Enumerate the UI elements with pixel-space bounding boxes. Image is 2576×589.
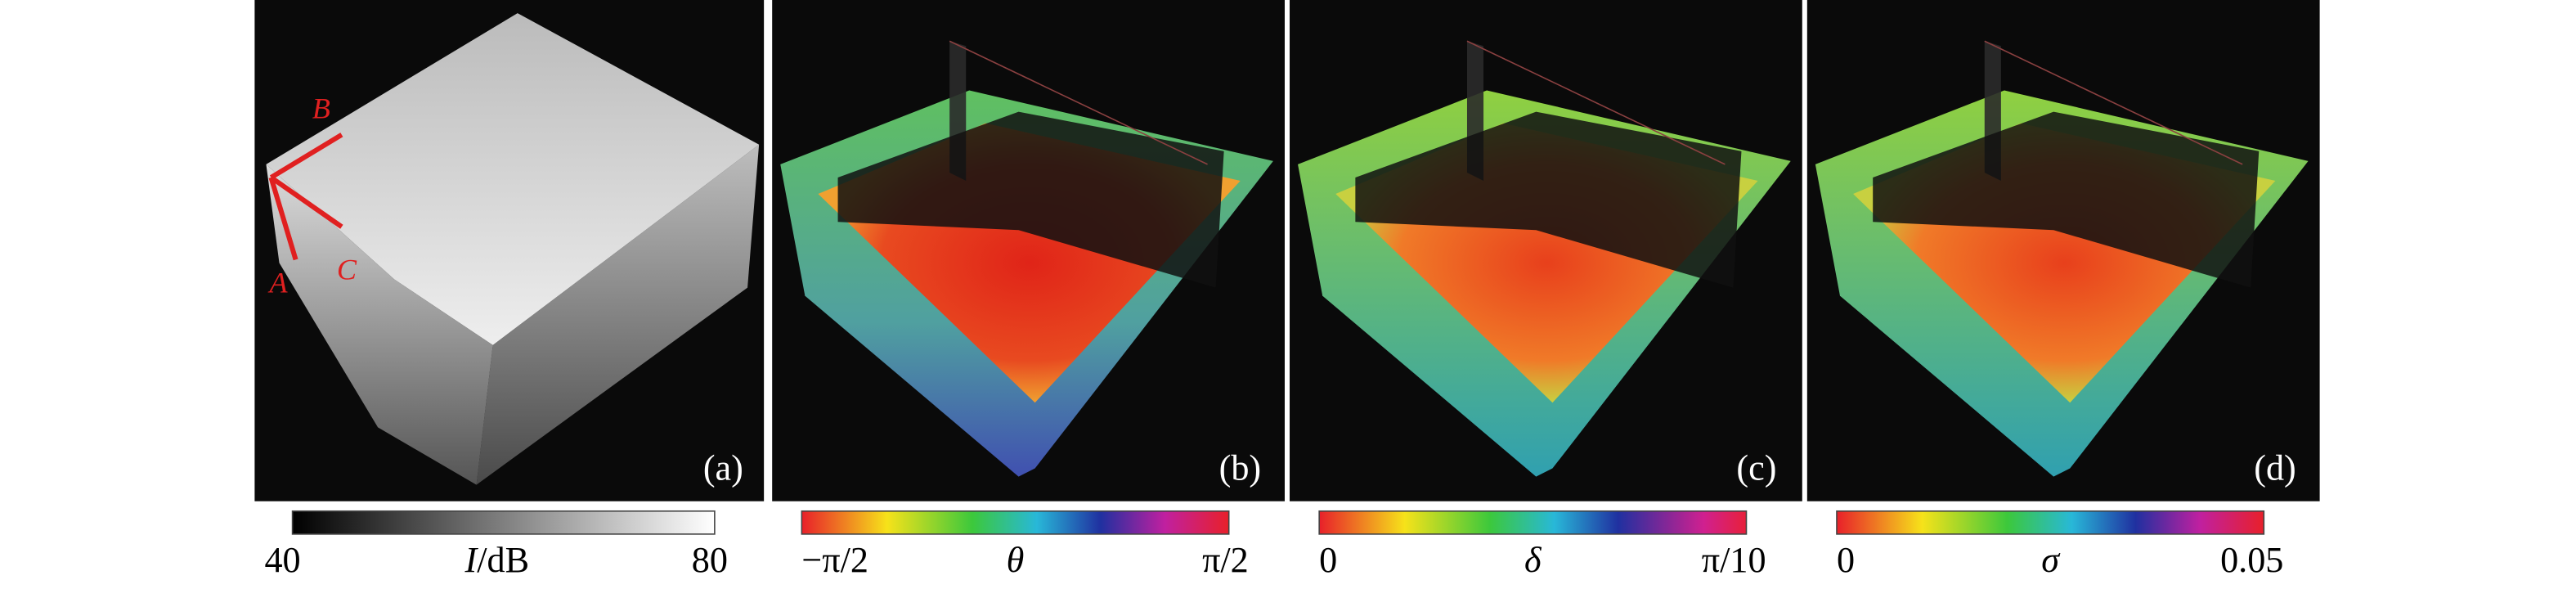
colored-panels: (b) −π/2 θ π/2 (c) 0 δ π/10 (d) 0 σ 0.05: [772, 0, 2320, 580]
colorbar: [1318, 510, 1748, 535]
colorbar-min: −π/2: [801, 540, 868, 580]
slice-edge: [949, 40, 1208, 165]
colorbar-min: 40: [264, 540, 300, 580]
colorbar-label: θ: [1007, 540, 1025, 580]
colorbar-max: 80: [692, 540, 728, 580]
slice-edge: [1466, 40, 1726, 165]
colorbar: [1836, 510, 2265, 535]
colorbar-max: 0.05: [2220, 540, 2283, 580]
panel-label: (b): [1219, 448, 1262, 488]
colorbar-label: σ: [2041, 540, 2061, 580]
colorbar-min: 0: [1319, 540, 1337, 580]
cube-side: [266, 164, 493, 485]
axis-label: C: [337, 254, 357, 286]
colorbar-max: π/2: [1202, 540, 1249, 580]
axis-arrows: [268, 133, 343, 261]
colorbar: [801, 510, 1230, 535]
symbol: I: [464, 540, 479, 580]
axis-label: B: [312, 92, 330, 125]
slice: [1873, 111, 2260, 288]
colorbar-max: π/10: [1702, 540, 1766, 580]
panel-label: (c): [1736, 448, 1776, 488]
panel-a: A B C (a) 40 I/dB 80: [254, 0, 765, 580]
panel-label: (d): [2254, 448, 2296, 488]
slice-edge: [1984, 40, 2243, 165]
panel: (d) 0 σ 0.05: [1806, 0, 2320, 580]
colorbar-label: δ: [1524, 540, 1542, 580]
panel: (c) 0 δ π/10: [1290, 0, 1802, 580]
panel-label: (a): [703, 448, 743, 488]
cube-side: [476, 144, 760, 485]
panel: (b) −π/2 θ π/2: [772, 0, 1285, 580]
cube-top: [266, 13, 760, 345]
colorbar-min: 0: [1837, 540, 1855, 580]
colorbar: [291, 510, 716, 535]
slice: [1355, 111, 1742, 288]
colorbar-label: I/dB: [464, 540, 530, 580]
unit: /dB: [477, 540, 529, 580]
slice: [837, 111, 1224, 288]
axis-label: A: [267, 267, 288, 299]
